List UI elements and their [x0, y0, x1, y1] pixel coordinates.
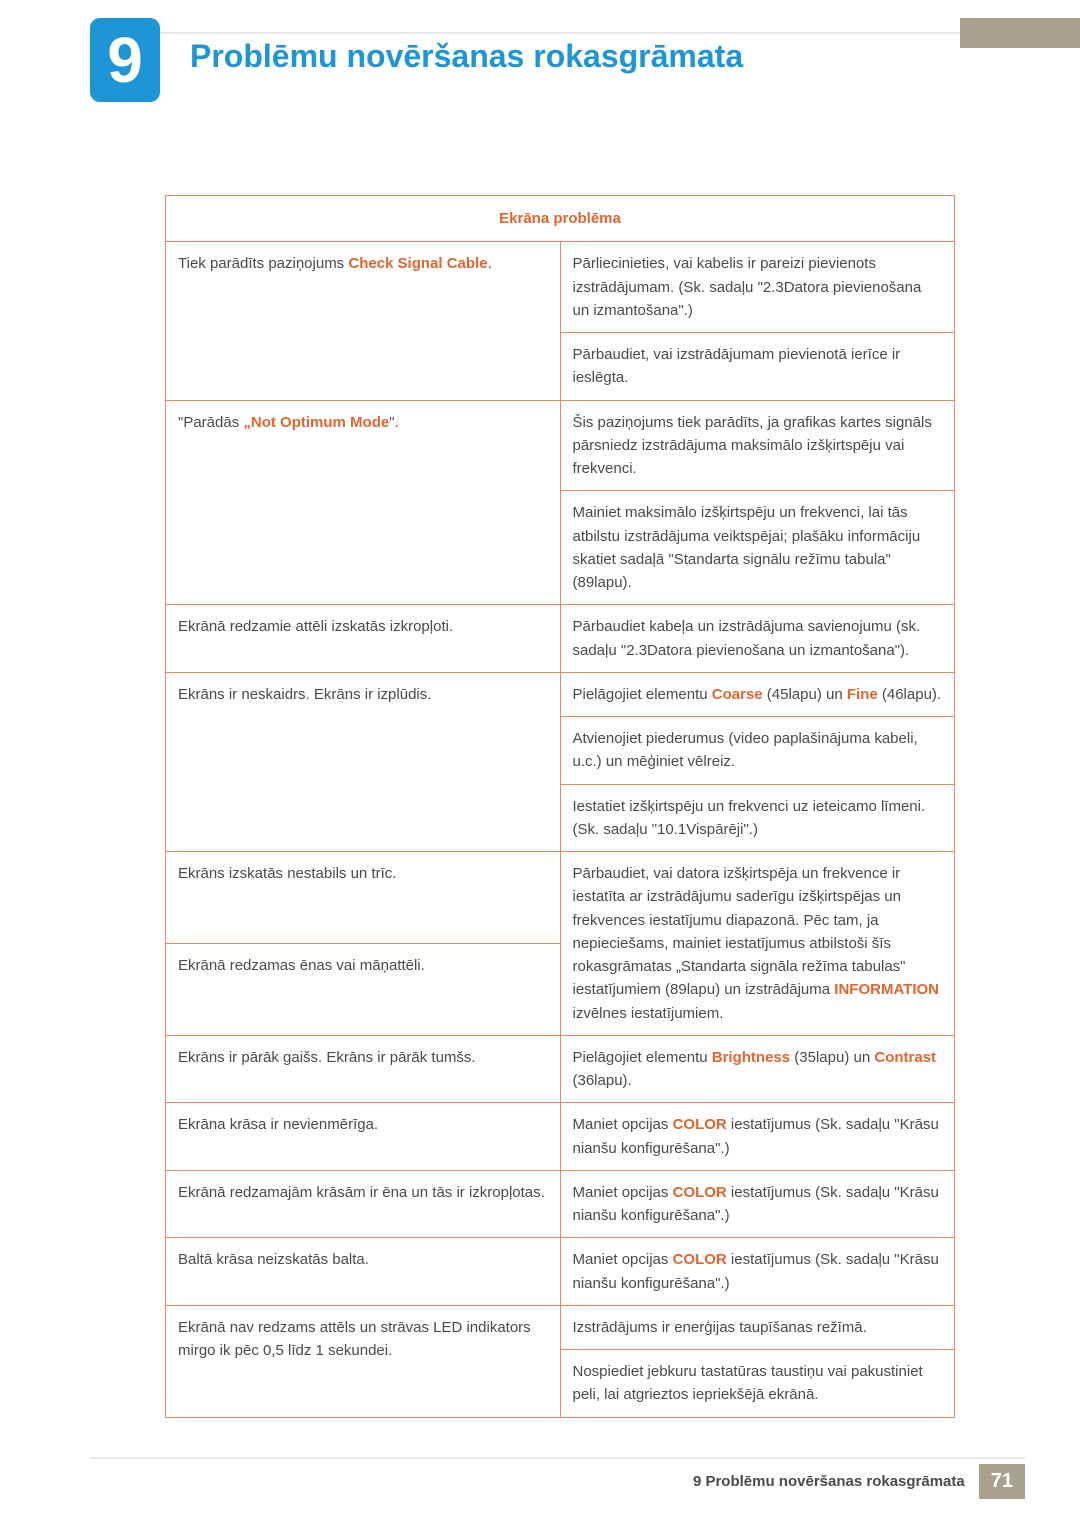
problem-cell: Ekrānā redzamas ēnas vai māņattēli.	[166, 943, 561, 1035]
footer-divider	[90, 1457, 1025, 1459]
problem-cell: Tiek parādīts paziņojums Check Signal Ca…	[166, 242, 561, 400]
solution-cell: Mainiet maksimālo izšķirtspēju un frekve…	[560, 491, 955, 605]
solution-cell: Pārbaudiet kabeļa un izstrādājuma savien…	[560, 605, 955, 673]
solution-cell: Nospiediet jebkuru tastatūras taustiņu v…	[560, 1350, 955, 1418]
header-accent	[960, 18, 1080, 48]
solution-cell: Izstrādājums ir enerģijas taupīšanas rež…	[560, 1305, 955, 1349]
chapter-title: Problēmu novēršanas rokasgrāmata	[190, 38, 743, 75]
solution-cell: Maniet opcijas COLOR iestatījumus (Sk. s…	[560, 1170, 955, 1238]
header-divider	[160, 32, 960, 34]
solution-cell: Pārbaudiet, vai datora izšķirtspēja un f…	[560, 852, 955, 1036]
problem-cell: "Parādās „Not Optimum Mode".	[166, 400, 561, 605]
problem-cell: Ekrānā redzamie attēli izskatās izkropļo…	[166, 605, 561, 673]
solution-cell: Maniet opcijas COLOR iestatījumus (Sk. s…	[560, 1238, 955, 1306]
table-header: Ekrāna problēma	[166, 196, 955, 242]
solution-cell: Iestatiet izšķirtspēju un frekvenci uz i…	[560, 784, 955, 852]
problem-cell: Ekrānā nav redzams attēls un strāvas LED…	[166, 1305, 561, 1417]
solution-cell: Maniet opcijas COLOR iestatījumus (Sk. s…	[560, 1103, 955, 1171]
problem-cell: Baltā krāsa neizskatās balta.	[166, 1238, 561, 1306]
solution-cell: Šis paziņojums tiek parādīts, ja grafika…	[560, 400, 955, 491]
troubleshooting-table: Ekrāna problēma Tiek parādīts paziņojums…	[165, 195, 955, 1418]
footer-text: 9 Problēmu novēršanas rokasgrāmata	[693, 1473, 965, 1490]
solution-cell: Pielāgojiet elementu Coarse (45lapu) un …	[560, 672, 955, 716]
footer: 9 Problēmu novēršanas rokasgrāmata 71	[693, 1464, 1025, 1499]
chapter-number-badge: 9	[90, 18, 160, 102]
solution-cell: Atvienojiet piederumus (video paplašināj…	[560, 717, 955, 785]
page-number: 71	[979, 1464, 1025, 1499]
solution-cell: Pārliecinieties, vai kabelis ir pareizi …	[560, 242, 955, 333]
problem-cell: Ekrānā redzamajām krāsām ir ēna un tās i…	[166, 1170, 561, 1238]
problem-cell: Ekrāna krāsa ir nevienmērīga.	[166, 1103, 561, 1171]
problem-cell: Ekrāns ir neskaidrs. Ekrāns ir izplūdis.	[166, 672, 561, 851]
problem-cell: Ekrāns izskatās nestabils un trīc.	[166, 852, 561, 944]
problem-cell: Ekrāns ir pārāk gaišs. Ekrāns ir pārāk t…	[166, 1035, 561, 1103]
solution-cell: Pielāgojiet elementu Brightness (35lapu)…	[560, 1035, 955, 1103]
solution-cell: Pārbaudiet, vai izstrādājumam pievienotā…	[560, 333, 955, 401]
